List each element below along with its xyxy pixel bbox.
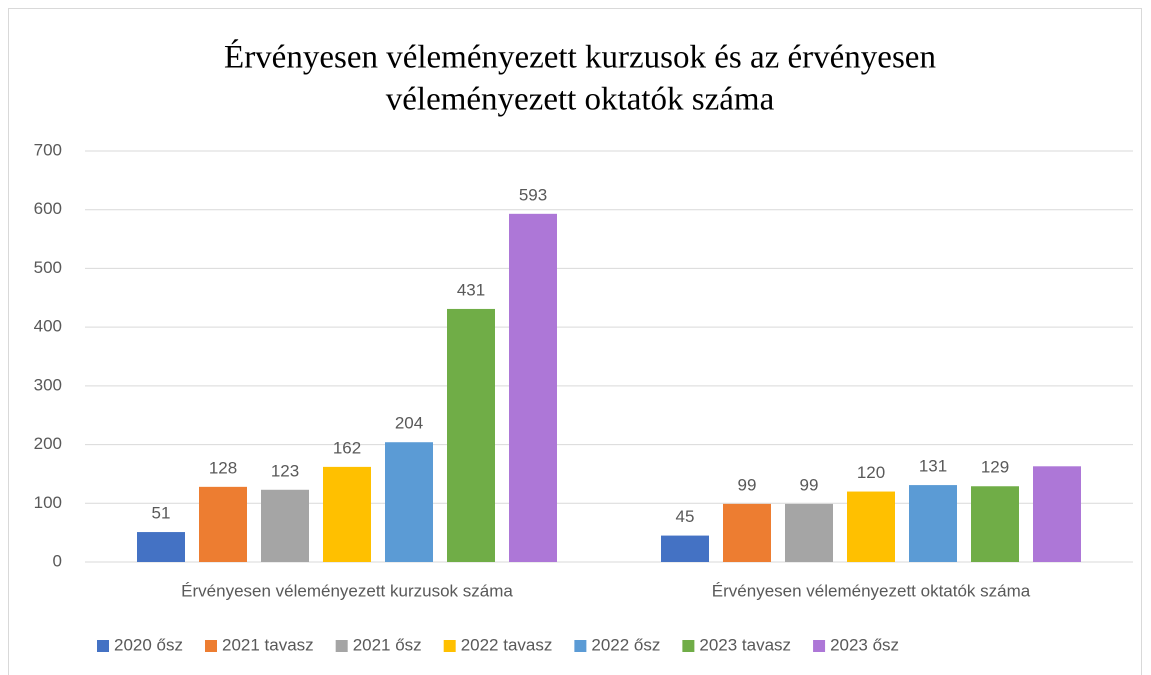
- y-tick-label: 600: [34, 199, 62, 218]
- legend-label: 2020 ősz: [114, 635, 183, 654]
- legend-label: 2021 tavasz: [222, 635, 314, 654]
- legend-label: 2023 tavasz: [699, 635, 791, 654]
- data-label: 99: [738, 475, 757, 494]
- y-tick-label: 400: [34, 317, 62, 336]
- chart-border: [8, 8, 1142, 675]
- y-tick-label: 0: [53, 551, 62, 570]
- bar: [385, 442, 433, 562]
- legend-swatch: [205, 640, 217, 652]
- data-label: 131: [919, 457, 947, 476]
- bar: [261, 489, 309, 562]
- bar: [847, 491, 895, 562]
- bar: [509, 213, 557, 562]
- data-label: 162: [333, 438, 361, 457]
- legend-swatch: [97, 640, 109, 652]
- data-label: 129: [981, 458, 1009, 477]
- y-tick-label: 100: [34, 493, 62, 512]
- bar: [1033, 466, 1081, 562]
- bar: [137, 532, 185, 562]
- legend-label: 2022 ősz: [591, 635, 660, 654]
- bar: [909, 485, 957, 562]
- y-tick-label: 500: [34, 258, 62, 277]
- data-label: 204: [395, 414, 423, 433]
- chart-title: Érvényesen véleményezett kurzusok és az …: [224, 39, 936, 76]
- legend-swatch: [813, 640, 826, 652]
- x-tick-label: Érvényesen véleményezett oktatók száma: [712, 581, 1031, 600]
- legend-swatch: [682, 640, 695, 652]
- legend-swatch: [335, 640, 348, 652]
- data-label: 123: [271, 461, 299, 480]
- data-label: 431: [457, 280, 485, 299]
- bar: [723, 503, 771, 562]
- legend-swatch: [443, 640, 456, 652]
- legend-swatch: [574, 640, 587, 652]
- bar: [971, 486, 1019, 562]
- data-label: 51: [152, 504, 171, 523]
- legend-label: 2021 ősz: [353, 635, 422, 654]
- legend-label: 2023 ősz: [830, 635, 899, 654]
- data-label: 99: [800, 475, 819, 494]
- y-tick-label: 300: [34, 375, 62, 394]
- y-tick-label: 200: [34, 434, 62, 453]
- legend-label: 2022 tavasz: [461, 635, 553, 654]
- chart-title: véleményezett oktatók száma: [386, 82, 775, 118]
- data-label: 120: [857, 463, 885, 482]
- data-label: 128: [209, 458, 237, 477]
- x-tick-label: Érvényesen véleményezett kurzusok száma: [181, 581, 513, 600]
- y-tick-label: 700: [34, 140, 62, 159]
- bar: [199, 486, 247, 562]
- data-label: 593: [519, 185, 547, 204]
- data-label: 45: [676, 507, 695, 526]
- bar: [323, 466, 371, 562]
- bar: [661, 535, 709, 562]
- bar: [785, 503, 833, 562]
- bar: [447, 308, 495, 562]
